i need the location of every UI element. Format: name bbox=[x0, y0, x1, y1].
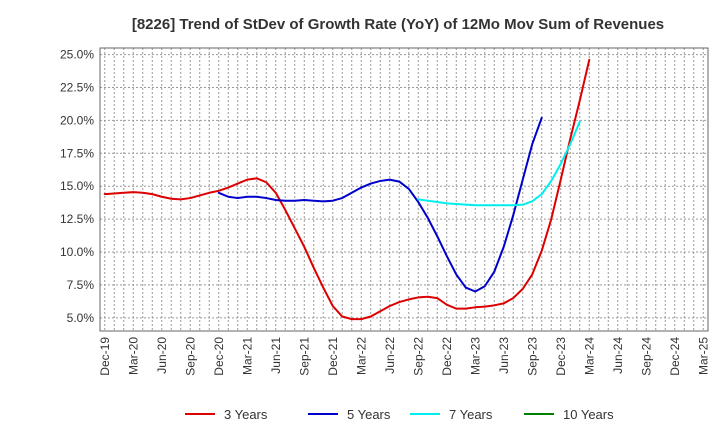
x-tick-label: Mar-21 bbox=[240, 337, 254, 375]
y-tick-label: 10.0% bbox=[60, 245, 94, 259]
grid bbox=[100, 48, 708, 331]
y-axis: 5.0% 7.5% 10.0% 12.5% 15.0% 17.5% 20.0% 22.5% 25… bbox=[60, 48, 94, 325]
legend-label: 3 Years bbox=[224, 407, 268, 422]
y-tick-label: 25.0% bbox=[60, 48, 94, 62]
x-tick-label: Jun-22 bbox=[383, 337, 397, 374]
x-axis: Dec-19 Mar-20 Jun-20 Sep-20 Dec-20 Mar-21 Jun-… bbox=[98, 337, 711, 376]
x-tick-label: Sep-23 bbox=[525, 337, 539, 376]
y-tick-label: 17.5% bbox=[60, 146, 94, 160]
x-tick-label: Jun-24 bbox=[611, 337, 625, 374]
x-tick-label: Dec-23 bbox=[554, 337, 568, 376]
series-lines bbox=[103, 58, 591, 321]
legend-label: 7 Years bbox=[449, 407, 493, 422]
x-tick-label: Dec-22 bbox=[440, 337, 454, 376]
legend-label: 5 Years bbox=[347, 407, 391, 422]
y-tick-label: 5.0% bbox=[67, 311, 95, 325]
x-tick-label: Mar-25 bbox=[696, 337, 710, 375]
y-tick-label: 15.0% bbox=[60, 179, 94, 193]
y-tick-label: 20.0% bbox=[60, 113, 94, 127]
series-line-7-years bbox=[417, 120, 581, 207]
x-tick-label: Jun-20 bbox=[155, 337, 169, 374]
series-line-3-years bbox=[103, 58, 591, 321]
y-tick-label: 22.5% bbox=[60, 80, 94, 94]
y-tick-label: 7.5% bbox=[67, 278, 95, 292]
x-tick-label: Dec-19 bbox=[98, 337, 112, 376]
series-line-5-years bbox=[217, 116, 543, 293]
x-tick-label: Sep-20 bbox=[183, 337, 197, 376]
chart-title: [8226] Trend of StDev of Growth Rate (Yo… bbox=[132, 16, 664, 33]
plot-frame bbox=[99, 47, 709, 332]
x-tick-label: Mar-23 bbox=[468, 337, 482, 375]
x-tick-label: Mar-22 bbox=[354, 337, 368, 375]
x-tick-label: Dec-20 bbox=[212, 337, 226, 376]
x-tick-label: Sep-24 bbox=[639, 337, 653, 376]
legend-label: 10 Years bbox=[563, 407, 614, 422]
x-tick-label: Mar-24 bbox=[582, 337, 596, 375]
x-tick-label: Dec-24 bbox=[668, 337, 682, 376]
x-tick-label: Sep-22 bbox=[411, 337, 425, 376]
legend: 3 Years 5 Years 7 Years 10 Years bbox=[185, 407, 614, 422]
x-tick-label: Mar-20 bbox=[126, 337, 140, 375]
x-tick-label: Sep-21 bbox=[297, 337, 311, 376]
x-tick-label: Dec-21 bbox=[326, 337, 340, 376]
y-tick-label: 12.5% bbox=[60, 212, 94, 226]
x-tick-label: Jun-21 bbox=[269, 337, 283, 374]
x-tick-label: Jun-23 bbox=[497, 337, 511, 374]
